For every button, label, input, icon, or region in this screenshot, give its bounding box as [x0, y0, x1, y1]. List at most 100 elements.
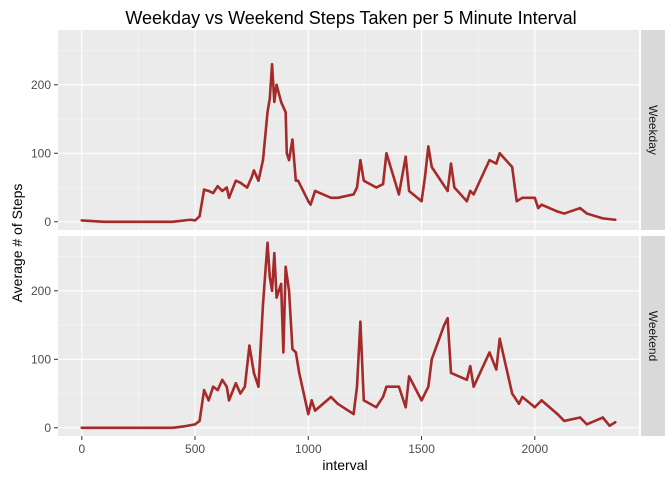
data-point: [287, 158, 291, 162]
data-point: [336, 196, 339, 200]
data-point: [243, 385, 247, 388]
x-tick-label: 2000: [521, 442, 548, 456]
data-point: [125, 220, 129, 223]
data-point: [585, 212, 589, 215]
data-point: [420, 200, 423, 203]
facet-panels: 0 100 200 Weekday 0 100 200 Weekend: [31, 30, 665, 436]
data-point: [268, 275, 271, 279]
data-point: [275, 296, 278, 299]
data-point: [381, 182, 385, 186]
data-point: [443, 323, 446, 327]
data-point: [446, 316, 449, 320]
data-point: [211, 191, 215, 195]
data-point: [430, 165, 433, 169]
data-point: [578, 416, 582, 419]
data-point: [266, 110, 269, 114]
data-point: [614, 218, 617, 221]
x-tick-label: 500: [185, 442, 205, 456]
chart-title: Weekday vs Weekend Steps Taken per 5 Min…: [125, 8, 576, 28]
data-point: [488, 351, 491, 354]
data-point: [279, 282, 283, 286]
facet-strip-label: Weekend: [646, 311, 660, 361]
data-point: [449, 162, 453, 165]
data-point: [171, 220, 174, 223]
data-point: [336, 402, 339, 406]
data-point: [171, 426, 174, 429]
data-point: [216, 388, 219, 392]
data-point: [465, 378, 469, 382]
data-point: [252, 169, 256, 172]
data-point: [216, 184, 219, 188]
data-point: [273, 251, 276, 255]
data-point: [423, 176, 427, 179]
data-point: [202, 188, 206, 191]
data-point: [234, 179, 238, 182]
data-point: [495, 368, 498, 371]
y-tick-label: 0: [44, 421, 51, 435]
x-axis: 0 500 1000 1500 2000: [78, 436, 548, 456]
data-point: [252, 371, 256, 375]
data-point: [270, 63, 274, 66]
data-point: [291, 138, 294, 141]
data-point: [80, 426, 83, 429]
data-point: [207, 399, 210, 402]
data-point: [257, 179, 260, 182]
data-point: [227, 196, 231, 200]
data-point: [533, 406, 537, 409]
data-point: [465, 200, 469, 203]
y-tick-label: 200: [31, 284, 51, 298]
data-point: [250, 176, 253, 179]
data-point: [540, 203, 543, 206]
data-point: [427, 385, 430, 388]
data-point: [430, 358, 433, 361]
data-point: [404, 406, 407, 409]
facet-strip-label: Weekday: [646, 105, 660, 155]
data-point: [125, 426, 129, 429]
data-point: [407, 189, 411, 193]
data-point: [182, 425, 185, 428]
x-tick-label: 1500: [408, 442, 435, 456]
data-point: [556, 210, 559, 213]
data-point: [294, 351, 298, 354]
data-point: [578, 206, 582, 210]
data-point: [537, 206, 540, 210]
data-point: [453, 186, 456, 189]
data-point: [355, 385, 359, 388]
data-point: [261, 303, 265, 306]
data-point: [261, 158, 265, 162]
data-point: [307, 200, 310, 203]
data-point: [375, 186, 378, 189]
data-point: [449, 371, 453, 375]
data-point: [234, 382, 238, 385]
data-point: [362, 399, 365, 402]
data-point: [282, 351, 285, 354]
data-point: [268, 97, 271, 100]
data-point: [521, 196, 524, 200]
data-point: [585, 423, 589, 426]
data-point: [385, 385, 388, 388]
data-point: [284, 110, 287, 114]
data-point: [294, 179, 298, 182]
data-point: [225, 186, 228, 189]
data-point: [309, 203, 312, 206]
data-point: [381, 395, 385, 399]
data-point: [375, 406, 378, 409]
facet-panel-weekend: 0 100 200 Weekend: [31, 236, 665, 436]
data-point: [148, 220, 151, 223]
data-point: [359, 158, 362, 162]
data-point: [207, 189, 210, 193]
data-point: [103, 426, 106, 429]
data-point: [510, 165, 514, 169]
x-axis-title: interval: [322, 457, 367, 473]
data-point: [601, 217, 604, 220]
facet-strip: [641, 30, 665, 230]
data-point: [469, 364, 472, 368]
data-point: [407, 375, 411, 378]
data-point: [189, 218, 192, 221]
data-point: [296, 179, 300, 182]
data-point: [270, 289, 274, 292]
facet-strip: [641, 236, 665, 436]
data-point: [211, 385, 215, 388]
y-axis-title: Average # of Steps: [9, 184, 25, 303]
